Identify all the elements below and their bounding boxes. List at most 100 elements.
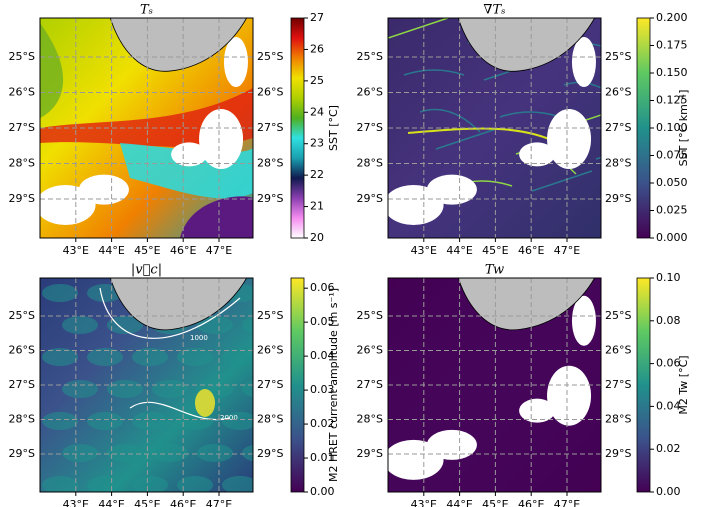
x-tick-label: 45°E <box>482 498 508 507</box>
colorbar <box>290 17 305 239</box>
y-tick-label: 29°S <box>357 447 383 460</box>
colorbar-tick-label: 0.050 <box>656 176 688 189</box>
colorbar-tick-label: 0.01 <box>310 451 335 464</box>
colorbar-tick-label: 22 <box>310 168 324 181</box>
colorbar-tick-label: 0.025 <box>656 204 688 217</box>
x-tick-label: 45°E <box>134 244 160 257</box>
panel-title: Tw <box>485 263 504 278</box>
y-tick-label: 29°S <box>257 447 283 460</box>
wave-blob <box>132 476 168 492</box>
y-tick-label: 29°S <box>9 447 35 460</box>
wave-blob <box>107 316 143 334</box>
panel-title: |v⃗c| <box>131 263 162 278</box>
axes-frame <box>387 17 602 239</box>
front <box>435 128 497 150</box>
cloud <box>519 142 556 167</box>
colorbar-tick-label: 0.125 <box>656 94 688 107</box>
front <box>407 127 559 144</box>
axes-frame <box>387 277 602 493</box>
cloud <box>223 37 248 87</box>
y-tick-label: 27°S <box>9 121 35 134</box>
x-tick-label: 46°E <box>518 498 544 507</box>
wave-blob <box>87 348 123 366</box>
y-tick-label: 27°S <box>257 121 283 134</box>
wave-blob <box>87 412 123 430</box>
colorbar-tick-label: 0.00 <box>656 485 681 498</box>
y-tick-label: 25°S <box>605 50 631 63</box>
wave-blob <box>177 348 213 366</box>
colorbar <box>636 17 651 239</box>
y-tick-label: 25°S <box>257 50 283 63</box>
colorbar-tick-label: 0.00 <box>310 485 335 498</box>
y-tick-label: 27°S <box>357 121 383 134</box>
cloud <box>171 142 208 167</box>
land <box>457 18 596 72</box>
x-tick-label: 43°E <box>411 498 437 507</box>
wave-blob <box>242 316 253 334</box>
colorbar-tick-label: 25 <box>310 74 324 87</box>
y-tick-label: 27°S <box>357 378 383 391</box>
wave-blob <box>152 380 188 398</box>
green-water <box>40 23 64 118</box>
panel-title: ∇Tₛ <box>483 3 505 18</box>
x-tick-label: 47°E <box>206 244 232 257</box>
x-tick-label: 44°E <box>446 498 472 507</box>
colorbar-tick-label: 0.05 <box>310 315 335 328</box>
colorbar-tick-label: 23 <box>310 137 324 150</box>
x-tick-label: 44°E <box>98 498 124 507</box>
colorbar-tick-label: 26 <box>310 42 324 55</box>
wave-blob <box>222 348 253 366</box>
land <box>109 18 248 72</box>
x-tick-label: 46°E <box>170 498 196 507</box>
axes-frame <box>39 277 254 493</box>
y-tick-label: 26°S <box>257 343 283 356</box>
wave-blob <box>197 316 233 334</box>
colorbar <box>636 277 651 493</box>
colorbar-tick-label: 0.02 <box>656 442 681 455</box>
y-tick-label: 28°S <box>605 156 631 169</box>
cloud <box>571 37 596 87</box>
wave-blob <box>62 444 98 462</box>
colorbar-tick-label: 0.075 <box>656 149 688 162</box>
wave-blob <box>42 348 78 366</box>
y-tick-label: 28°S <box>357 156 383 169</box>
colorbar-label: M2 HRET current amplitude [m s⁻¹] <box>327 288 340 482</box>
wave-blob <box>132 412 168 430</box>
y-tick-label: 27°S <box>9 378 35 391</box>
colorbar <box>290 277 305 493</box>
wave-blob <box>242 444 253 462</box>
y-tick-label: 25°S <box>605 309 631 322</box>
colorbar-tick-label: 24 <box>310 105 324 118</box>
cloud <box>571 295 596 346</box>
contour-label: 1000 <box>190 334 208 342</box>
y-tick-label: 27°S <box>257 378 283 391</box>
colorbar-tick-label: 0.03 <box>310 383 335 396</box>
colorbar-tick-label: 0.200 <box>656 11 688 24</box>
cloud <box>78 174 129 205</box>
y-tick-label: 28°S <box>9 156 35 169</box>
hotspot <box>195 389 215 417</box>
wave-blob <box>87 476 123 492</box>
colorbar-tick-label: 0.06 <box>656 357 681 370</box>
colorbar-tick-label: 0.100 <box>656 121 688 134</box>
cloud <box>199 109 244 169</box>
colorbar-tick-label: 0.02 <box>310 417 335 430</box>
y-tick-label: 28°S <box>9 413 35 426</box>
x-tick-label: 46°E <box>518 244 544 257</box>
colorbar-label: M2 Tw [°C] <box>677 355 690 414</box>
front <box>403 69 465 76</box>
cloud <box>426 174 477 205</box>
y-tick-label: 26°S <box>9 86 35 99</box>
wave-blob <box>132 348 168 366</box>
y-tick-label: 28°S <box>257 156 283 169</box>
wave-blob <box>177 476 213 492</box>
land <box>457 278 596 331</box>
contour-label: 2000 <box>220 414 238 422</box>
y-tick-label: 26°S <box>357 86 383 99</box>
y-tick-label: 27°S <box>605 121 631 134</box>
colorbar-tick-label: 0.04 <box>310 349 335 362</box>
colorbar-tick-label: 27 <box>310 11 324 24</box>
x-tick-label: 45°E <box>134 498 160 507</box>
colorbar-tick-label: 0.04 <box>656 399 681 412</box>
